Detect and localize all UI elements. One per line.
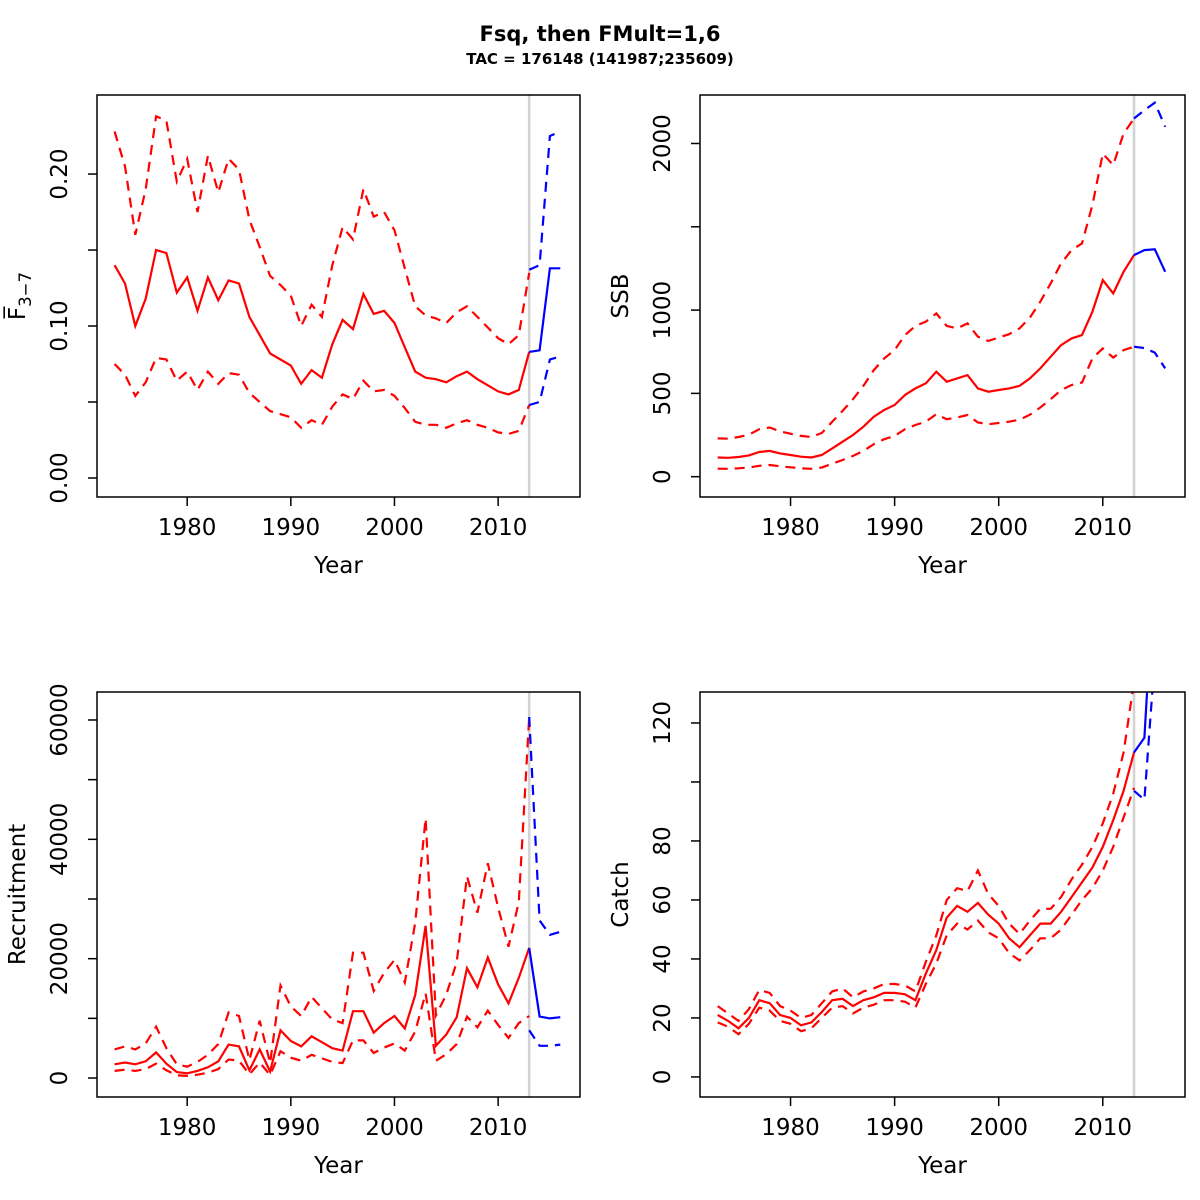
catch-y-tick-label: 120 — [650, 701, 676, 745]
fbar-x-tick-label: 1990 — [262, 515, 321, 541]
ssb-y-tick-label: 500 — [650, 371, 676, 415]
rec-y-tick-label: 0 — [47, 1071, 73, 1086]
panel-fbar: 1980 1990 2000 2010 Year 0.00 0.10 0.20 F̅3−7 — [3, 94, 581, 579]
ssb-x-tick-label: 1990 — [865, 515, 924, 541]
ssb-projection-upper-ci-line — [1133, 101, 1167, 128]
ssb-projection-lower-ci-line — [1133, 345, 1167, 370]
catch-y-tick-label: 60 — [650, 885, 676, 914]
catch-median-line — [717, 752, 1136, 1030]
fbar-panel-box — [96, 94, 581, 498]
ssb-median-line — [717, 254, 1135, 459]
figure-title: Fsq, then FMult=1,6 — [479, 22, 721, 46]
ssb-x-tick-label: 1980 — [761, 515, 820, 541]
rec-panel-box — [96, 691, 581, 1098]
rec-projection-median-line — [528, 947, 561, 1020]
rec-x-axis-title: Year — [313, 1153, 363, 1179]
panel-rec: 1980 1990 2000 2010 Year 0 20000 40000 60000 Recr… — [5, 683, 581, 1179]
rec-x-tick-label: 2000 — [365, 1115, 424, 1141]
figure-subtitle: TAC = 176148 (141987;235609) — [466, 50, 734, 68]
ssb-projection-median-line — [1133, 248, 1167, 273]
catch-x-tick-label: 1980 — [761, 1115, 820, 1141]
fbar-y-axis-title: F̅3−7 — [3, 272, 35, 320]
ssb-y-tick-label: 1000 — [650, 281, 676, 340]
catch-projection-upper-ci-line — [1134, 381, 1165, 682]
fbar-x-tick-label: 2000 — [365, 515, 424, 541]
catch-lower-ci-line — [717, 787, 1136, 1036]
rec-x-tick-label: 1980 — [158, 1115, 217, 1141]
ssb-x-tick-label: 2000 — [969, 515, 1028, 541]
rec-upper-ci-line — [114, 716, 531, 1068]
ssb-upper-ci-line — [717, 117, 1135, 440]
fbar-x-tick-label: 2010 — [469, 515, 528, 541]
rec-y-tick-label: 60000 — [47, 683, 73, 756]
catch-panel-box — [699, 691, 1186, 1098]
panel-catch: 1980 1990 2000 2010 Year 0 20 40 60 80 120 Catch — [608, 381, 1186, 1179]
fbar-x-axis-title: Year — [313, 553, 363, 579]
rec-y-tick-label: 40000 — [47, 803, 73, 876]
catch-x-axis-title: Year — [917, 1153, 967, 1179]
ssb-y-axis-title: SSB — [608, 274, 634, 319]
catch-x-tick-label: 2000 — [969, 1115, 1028, 1141]
fbar-y-tick-label: 0.10 — [47, 300, 73, 351]
fbar-y-tick-label: 0.00 — [47, 452, 73, 503]
catch-x-tick-label: 1990 — [865, 1115, 924, 1141]
catch-y-tick-label: 0 — [650, 1070, 676, 1085]
rec-x-tick-label: 1990 — [262, 1115, 321, 1141]
fbar-upper-ci-line — [113, 114, 531, 346]
catch-projection-median-line — [1133, 692, 1149, 754]
ssb-panel-box — [699, 94, 1186, 498]
rec-median-line — [114, 925, 531, 1075]
catch-projection-lower-ci-line — [1133, 692, 1154, 802]
catch-y-tick-label: 80 — [650, 826, 676, 855]
ssb-lower-ci-line — [717, 345, 1135, 470]
fbar-projection-median-line — [529, 267, 561, 353]
rec-x-tick-label: 2010 — [469, 1115, 528, 1141]
catch-x-tick-label: 2010 — [1074, 1115, 1133, 1141]
rec-y-tick-label: 20000 — [47, 922, 73, 995]
panel-ssb: 1980 1990 2000 2010 Year 0 500 1000 2000 SSB — [608, 94, 1186, 579]
rec-lower-ci-line — [114, 993, 530, 1078]
ssb-y-tick-label: 2000 — [650, 114, 676, 173]
ssb-x-axis-title: Year — [917, 553, 967, 579]
fbar-median-line — [113, 248, 531, 396]
catch-y-axis-title: Catch — [608, 861, 634, 927]
fbar-projection-upper-ci-line — [528, 130, 561, 271]
catch-y-tick-label: 20 — [650, 1003, 676, 1032]
catch-y-tick-label: 40 — [650, 944, 676, 973]
ssb-x-tick-label: 2010 — [1074, 515, 1133, 541]
fbar-y-tick-label: 0.20 — [47, 148, 73, 199]
rec-projection-lower-ci-line — [528, 1029, 561, 1047]
rec-projection-upper-ci-line — [528, 716, 561, 937]
catch-upper-ci-line — [717, 692, 1134, 1023]
ssb-y-tick-label: 0 — [650, 469, 676, 484]
fbar-projection-lower-ci-line — [528, 355, 561, 407]
fbar-x-tick-label: 1980 — [158, 515, 217, 541]
rec-y-axis-title: Recruitment — [5, 824, 31, 965]
fbar-lower-ci-line — [113, 356, 531, 436]
